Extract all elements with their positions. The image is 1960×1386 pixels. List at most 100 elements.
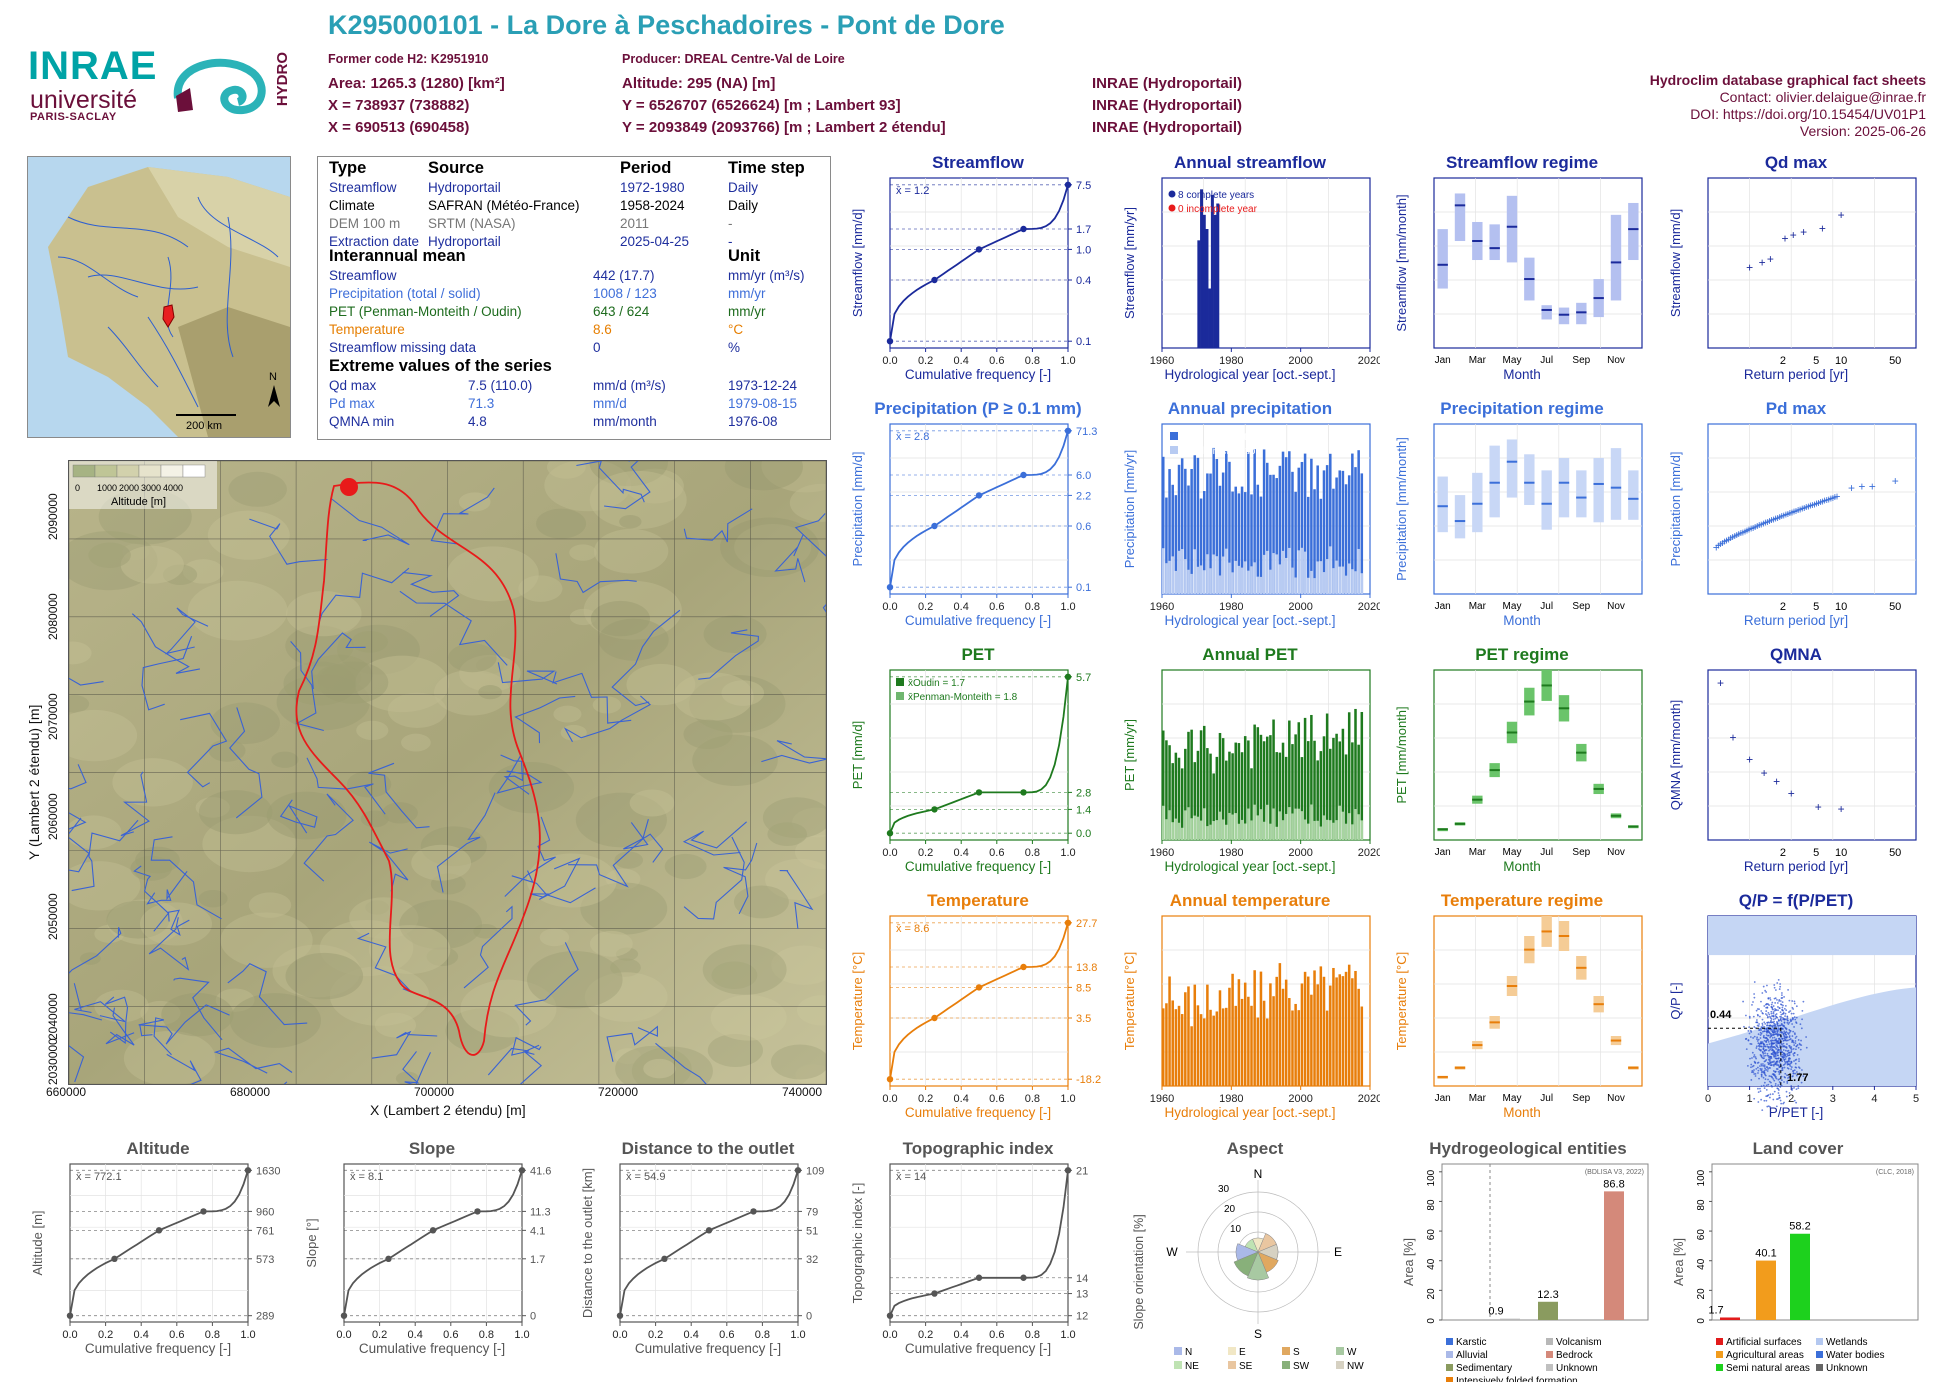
legend-entry: E [1239, 1347, 1246, 1358]
source-2: INRAE (Hydroportail) [1092, 97, 1242, 114]
annual-bar [1316, 760, 1319, 840]
quantile-point [886, 338, 894, 345]
annual-bar [1288, 451, 1291, 594]
annual-bar [1291, 744, 1294, 840]
page-title: K295000101 - La Dore à Peschadoires - Po… [328, 10, 1005, 40]
quantile-point [886, 1312, 894, 1319]
chart-title: Hydrogeological entities [1429, 1139, 1627, 1158]
right-tick-label: 761 [256, 1225, 274, 1237]
scale-label: 200 km [186, 420, 222, 432]
annual-bar [1237, 979, 1241, 1086]
right-tick-label: 0.4 [1076, 275, 1091, 287]
quantile-point [518, 1167, 526, 1174]
legend-entry: W [1347, 1347, 1357, 1358]
month-label: Mar [1469, 1093, 1487, 1104]
month-label: Nov [1607, 601, 1625, 612]
chart-title: Pd max [1765, 399, 1827, 418]
right-tick-label: 4.1 [530, 1225, 545, 1237]
annual-bar [1303, 971, 1307, 1086]
return-period-point: + [1778, 509, 1785, 523]
quantile-point [616, 1312, 624, 1319]
return-period-point: + [1780, 508, 1787, 522]
quantile-point [975, 789, 983, 796]
chart-xlabel: P/PET [-] [1768, 1105, 1824, 1120]
right-tick-label: 11.3 [530, 1206, 551, 1218]
extreme-unit: mm/d [593, 396, 627, 411]
x-tick-label: 0.6 [989, 847, 1004, 859]
annual-bar [1187, 986, 1190, 1086]
annual-bar [1266, 736, 1269, 840]
svg-text:1000: 1000 [97, 483, 117, 493]
right-tick-label: 960 [256, 1206, 274, 1218]
annual-bar [1344, 484, 1348, 594]
annual-bar [1272, 474, 1275, 594]
return-period-point: + [1729, 730, 1736, 744]
annual-bar [1208, 288, 1212, 348]
north-label: N [269, 371, 277, 383]
legend-entry: Bedrock [1556, 1350, 1594, 1361]
annual-bar [1171, 484, 1174, 594]
return-period-point: + [1768, 513, 1775, 527]
annual-bar [1262, 741, 1266, 840]
legend-entry: SW [1293, 1361, 1310, 1372]
annual-bar [1206, 473, 1209, 594]
svg-text:2000: 2000 [119, 483, 139, 493]
quantile-point [1020, 789, 1027, 796]
right-tick-label: 109 [806, 1165, 824, 1177]
mean-label: Precipitation (total / solid) [329, 286, 481, 301]
return-period-point: + [1715, 539, 1722, 553]
legend-entry: Unknown [1556, 1363, 1598, 1374]
chart-xlabel: Month [1503, 859, 1541, 874]
annual-bar [1243, 982, 1247, 1086]
annual-bar [1234, 486, 1238, 594]
north-arrow-icon [268, 385, 280, 407]
mean-unit: mm/yr [728, 304, 766, 319]
annual-bar [1319, 498, 1323, 594]
x-tick-label: 1980 [1219, 847, 1243, 859]
x-tick-label: 0.8 [479, 1329, 494, 1341]
annual-bar [1212, 773, 1215, 840]
chart-ylabel: Streamflow [mm/yr] [1122, 207, 1137, 319]
chart-annual_precipitation: Annual precipitation 1960 1980 2000 2020 Tota… [1120, 399, 1380, 642]
chart-title: Precipitation regime [1440, 399, 1604, 418]
annual-bar [1237, 743, 1241, 840]
right-tick-label: 0 [806, 1311, 812, 1323]
chart-ylabel: Precipitation [mm/yr] [1122, 449, 1137, 569]
annual-bar [1332, 967, 1335, 1086]
x-tick-label: 0.6 [443, 1329, 458, 1341]
chart-title: PET [961, 645, 995, 664]
annual-bar [1196, 457, 1200, 594]
annual-bar [1209, 753, 1212, 840]
return-period-point: + [1746, 523, 1753, 537]
annual-bar [1213, 214, 1217, 348]
annual-bar [1284, 457, 1288, 594]
chart-ylabel: Streamflow [mm/month] [1394, 194, 1409, 332]
right-tick-label: 7.5 [1076, 180, 1091, 192]
right-tick-label: 27.7 [1076, 918, 1097, 930]
annual-bar [1262, 449, 1266, 594]
right-tick-label: 1.7 [530, 1254, 545, 1266]
chart-ylabel: Topographic index [-] [850, 1182, 865, 1304]
y-lambert2: Y = 2093849 (2093766) [m ; Lambert 2 éte… [622, 119, 946, 136]
producer: Producer: DREAL Centre-Val de Loire [622, 52, 845, 66]
x-tick-label: 0.8 [1025, 1329, 1040, 1341]
quantile-point [1020, 471, 1027, 479]
return-period-point: + [1762, 516, 1769, 530]
y-tick-label: 100 [1426, 1169, 1437, 1186]
map-xtick: 660000 [46, 1085, 87, 1099]
regime-box [1506, 439, 1518, 498]
annual-bar [1259, 971, 1263, 1086]
annual-bar [1338, 470, 1342, 594]
annual-bar [1212, 447, 1215, 594]
annual-bar [1231, 973, 1234, 1086]
chart-ylabel: Temperature [°C] [850, 951, 865, 1051]
month-label: Sep [1572, 601, 1590, 612]
chart-pet: PET 0.0 0.2 0.4 0.6 0.8 1.0 5.7 2.8 1.4 0.0 x̄Oudin… [848, 645, 1108, 888]
right-tick-label: 41.6 [530, 1165, 551, 1177]
chart-title: Streamflow regime [1445, 153, 1599, 172]
x-tick-label: 0.0 [612, 1329, 627, 1341]
chart-xlabel: Hydrological year [oct.-sept.] [1164, 859, 1336, 874]
x-tick-label: 1960 [1150, 355, 1174, 367]
chart-ylabel: Temperature [°C] [1394, 951, 1409, 1051]
month-label: Jul [1540, 847, 1553, 858]
